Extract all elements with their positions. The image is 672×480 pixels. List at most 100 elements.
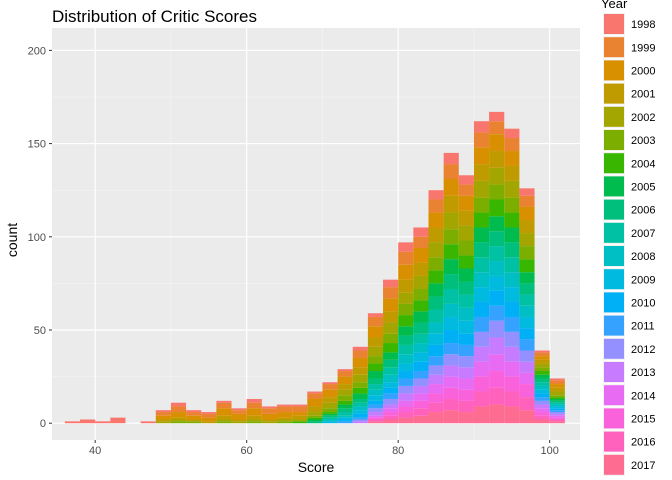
bar-segment-2007 [428, 309, 444, 323]
bar-segment-2001 [337, 384, 353, 390]
bar-segment-1998 [201, 412, 217, 414]
bar-segment-2000 [473, 147, 490, 165]
legend-label-2014: 2014 [631, 390, 655, 402]
bar-segment-2002 [231, 421, 247, 424]
bar-segment-2013 [352, 421, 368, 424]
bar-segment-2007 [519, 294, 535, 306]
bar-segment-2009 [549, 406, 565, 409]
bar-segment-1998 [231, 408, 247, 411]
bar-segment-2006 [504, 242, 520, 258]
bar-segment-2009 [428, 333, 444, 345]
y-tick-label: 150 [28, 139, 46, 151]
bar-segment-2001 [201, 421, 217, 424]
bar-segment-2015 [549, 417, 565, 420]
bars-layer [64, 111, 565, 424]
legend-key-1998 [604, 14, 624, 34]
legend-key-2009 [604, 269, 624, 290]
bar-segment-2002 [519, 233, 535, 247]
legend-key-2015 [604, 408, 624, 429]
bar-segment-2014 [489, 354, 505, 372]
bar-segment-2007 [337, 412, 353, 416]
bar-segment-2014 [398, 400, 414, 407]
bar-segment-2009 [489, 275, 505, 291]
bar-segment-1999 [231, 410, 247, 414]
bar-segment-2014 [383, 408, 399, 413]
bar-segment-2003 [489, 184, 505, 200]
bar-segment-2017 [519, 410, 535, 424]
bar-segment-2017 [549, 421, 565, 424]
legend-label-2000: 2000 [631, 66, 655, 78]
bar-segment-2008 [504, 272, 520, 288]
bar-segment-2000 [367, 326, 384, 338]
bar-segment-2007 [367, 384, 384, 390]
legend-key-2012 [604, 338, 624, 359]
y-tick-label: 200 [28, 45, 46, 57]
bar-segment-2003 [473, 197, 490, 213]
bar-segment-2000 [549, 384, 565, 388]
bar-segment-2002 [428, 242, 444, 258]
bar-segment-2004 [337, 400, 353, 405]
bar-segment-2006 [458, 281, 474, 295]
bar-segment-2005 [413, 311, 429, 323]
legend-label-2016: 2016 [631, 437, 655, 449]
bar-segment-2001 [292, 415, 308, 420]
legend-title: Year [601, 0, 628, 11]
bar-segment-2012 [352, 419, 368, 422]
bar-segment-1999 [186, 412, 202, 416]
bar-segment-2016 [519, 397, 535, 411]
bar-segment-2011 [519, 339, 535, 351]
legend-label-1999: 1999 [631, 42, 655, 54]
bar-segment-2008 [443, 303, 459, 317]
bar-segment-2008 [383, 374, 399, 383]
bar-segment-2013 [383, 404, 399, 409]
chart-title: Distribution of Critic Scores [52, 7, 257, 26]
bar-segment-2011 [383, 393, 399, 399]
bar-segment-1999 [292, 406, 308, 413]
bar-segment-2004 [549, 397, 565, 399]
bar-segment-1998 [413, 227, 429, 237]
bar-segment-2000 [443, 179, 459, 196]
bar-segment-1999 [170, 406, 187, 413]
bar-segment-2003 [534, 367, 550, 372]
bar-segment-2016 [489, 387, 505, 405]
bar-segment-2012 [549, 412, 565, 414]
bar-segment-2012 [367, 408, 384, 413]
legend-key-2013 [604, 362, 624, 382]
bar-segment-1998 [276, 404, 293, 407]
bar-segment-2010 [534, 393, 550, 398]
legend-key-2003 [604, 130, 624, 150]
bar-segment-2014 [549, 415, 565, 418]
bar-segment-2001 [504, 165, 520, 181]
legend-label-2017: 2017 [631, 460, 655, 472]
bar-segment-2015 [504, 376, 520, 392]
bar-segment-1999 [367, 316, 384, 327]
bar-segment-2001 [186, 419, 202, 422]
bar-segment-1999 [549, 380, 565, 385]
bar-segment-2002 [307, 412, 323, 416]
bar-segment-2016 [534, 415, 550, 420]
legend-label-2009: 2009 [631, 274, 655, 286]
bar-segment-2016 [473, 391, 490, 407]
bar-segment-2002 [337, 389, 353, 396]
bar-segment-2007 [398, 344, 414, 355]
bar-segment-2002 [443, 212, 459, 230]
bar-segment-2001 [473, 164, 490, 181]
bar-segment-2004 [473, 212, 490, 228]
legend-label-2005: 2005 [631, 182, 655, 194]
bar-segment-2014 [458, 378, 474, 390]
bar-segment-2017 [367, 421, 384, 424]
bar-segment-1999 [489, 121, 505, 135]
bar-segment-2002 [261, 421, 277, 424]
bar-segment-2004 [428, 270, 444, 284]
bar-segment-2001 [307, 406, 323, 413]
bar-segment-2004 [458, 255, 474, 269]
bar-segment-2010 [519, 328, 535, 340]
bar-segment-2009 [398, 363, 414, 372]
bar-segment-2006 [428, 296, 444, 310]
bar-segment-2003 [307, 415, 323, 418]
legend-label-2010: 2010 [631, 298, 655, 310]
bar-segment-2001 [534, 359, 550, 364]
bar-segment-1999 [413, 236, 429, 248]
legend: Year 1998 1999 2000 2001 2002 2003 2004 2005 200… [601, 0, 655, 476]
